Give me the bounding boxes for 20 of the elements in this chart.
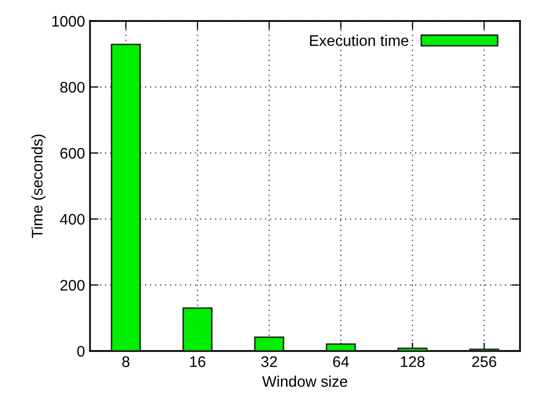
- x-tick-label: 32: [261, 356, 277, 368]
- y-tick-label: 600: [60, 148, 85, 159]
- y-tick-label: 0: [77, 346, 85, 357]
- bar: [254, 336, 284, 351]
- y-tick-label: 400: [60, 214, 85, 225]
- x-tick-label: 256: [472, 356, 496, 368]
- x-tick-label: 128: [400, 356, 425, 368]
- bar: [110, 44, 141, 351]
- bar: [326, 343, 356, 351]
- bar: [182, 307, 213, 351]
- y-axis-title: Time (seconds): [31, 134, 46, 238]
- legend-label: Execution time: [310, 34, 408, 46]
- x-tick-label: 16: [190, 356, 206, 368]
- y-tick-label: 200: [60, 280, 85, 291]
- y-tick-label: 800: [60, 82, 85, 93]
- y-tick-label: 1000: [52, 16, 85, 27]
- x-tick-label: 64: [333, 356, 349, 368]
- x-axis-title: Window size: [262, 376, 348, 387]
- x-tick-label: 8: [122, 356, 130, 368]
- bar: [397, 348, 428, 351]
